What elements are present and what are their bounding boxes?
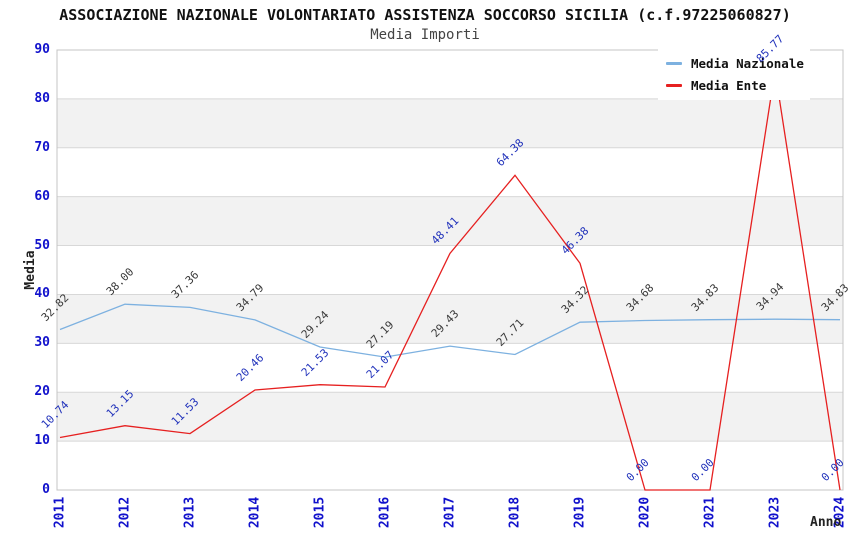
y-tick-label: 30	[34, 335, 50, 351]
series-line-media-nazionale	[59, 303, 841, 358]
media-nazionale-line-swatch	[666, 61, 682, 65]
grid-band	[57, 196, 843, 246]
x-tick-label: 2018	[507, 496, 523, 529]
plot-frame	[56, 49, 844, 491]
x-tick-label: 2012	[117, 496, 133, 529]
series-line-media-ente	[59, 70, 841, 491]
y-axis-title: Media	[23, 250, 38, 290]
x-tick-label: 2023	[767, 496, 783, 529]
x-tick-label: 2017	[442, 496, 458, 529]
x-tick-label: 2014	[247, 496, 263, 529]
x-axis-title: Anno	[810, 515, 842, 530]
legend-item-media-ente: Media Ente	[666, 78, 810, 93]
chart-subtitle: Media Importi	[370, 27, 480, 43]
legend-item-media-nazionale: Media Nazionale	[666, 56, 810, 71]
legend-label: Media Nazionale	[691, 55, 804, 71]
y-tick-label: 0	[42, 482, 50, 497]
x-tick-label: 2015	[312, 496, 328, 529]
x-tick-label: 2013	[182, 496, 198, 529]
legend-label: Media Ente	[691, 77, 767, 93]
media-ente-line-swatch	[666, 83, 682, 87]
chart-title: ASSOCIAZIONE NAZIONALE VOLONTARIATO ASSI…	[59, 6, 791, 24]
legend: Media Nazionale Media Ente	[658, 48, 810, 100]
x-tick-label: 2021	[702, 496, 718, 529]
x-tick-label: 2016	[377, 496, 393, 529]
y-tick-label: 90	[34, 42, 50, 57]
x-tick-label: 2019	[572, 496, 588, 529]
x-tick-label: 2011	[52, 496, 68, 529]
x-tick-label: 2020	[637, 496, 653, 529]
y-tick-label: 70	[34, 139, 50, 155]
y-tick-label: 80	[34, 90, 50, 106]
y-tick-label: 50	[34, 237, 50, 253]
y-tick-label: 40	[34, 286, 50, 302]
y-tick-label: 60	[34, 188, 50, 204]
grid-band	[57, 98, 843, 148]
y-tick-label: 10	[34, 433, 50, 449]
grid-band	[57, 294, 843, 344]
y-tick-label: 20	[34, 384, 50, 400]
